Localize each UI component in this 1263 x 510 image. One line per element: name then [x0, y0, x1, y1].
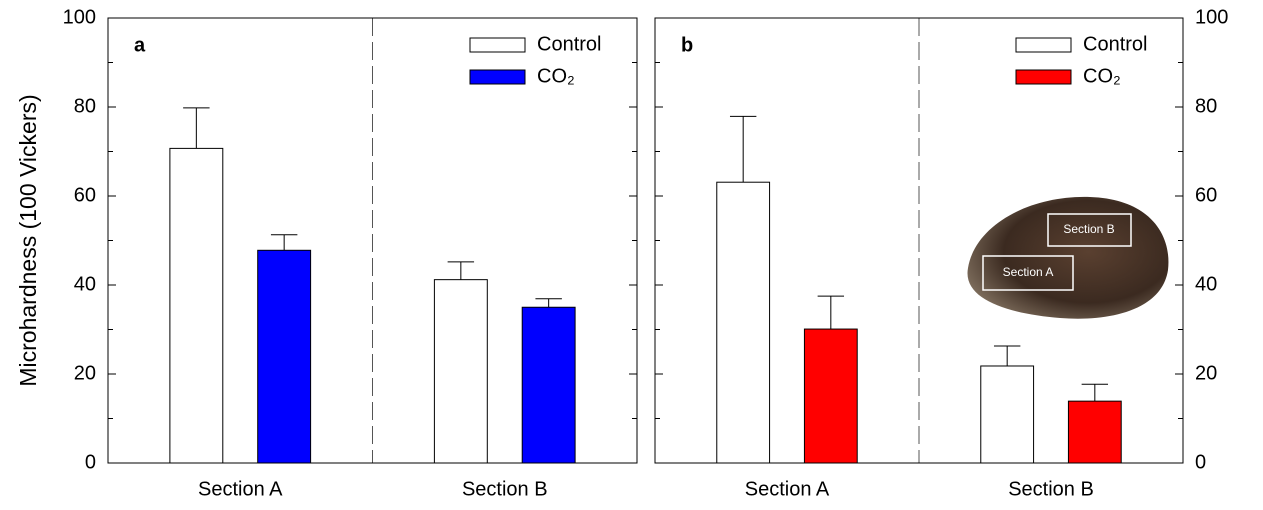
bar — [1067, 400, 1122, 464]
error-bar — [270, 234, 298, 251]
y-tick-label: 20 — [74, 362, 96, 384]
error-bar — [729, 115, 757, 183]
bar — [980, 365, 1035, 464]
inset-label: Section B — [1063, 222, 1114, 236]
legend-label: Control — [537, 33, 601, 55]
y-tick-label: 80 — [74, 95, 96, 117]
x-tick-label: Section B — [462, 478, 548, 500]
error-bar — [535, 298, 562, 308]
bar — [433, 279, 488, 464]
error-bar — [817, 295, 845, 330]
panel-label: a — [134, 34, 146, 56]
inset-label: Section A — [1003, 265, 1054, 279]
bar — [716, 181, 771, 464]
error-bar — [183, 107, 210, 149]
legend-swatch — [469, 69, 526, 85]
y-tick-label: 60 — [1195, 184, 1217, 206]
y-tick-label: 0 — [85, 451, 96, 473]
bar — [257, 249, 312, 464]
legend-swatch — [1015, 69, 1072, 85]
panel-label: b — [681, 34, 693, 56]
x-tick-label: Section A — [745, 478, 830, 500]
plot-frame — [654, 17, 1184, 464]
bar — [521, 306, 576, 464]
legend-swatch — [1015, 37, 1072, 53]
legend-label: CO₂ — [537, 65, 575, 87]
y-tick-label: 40 — [1195, 273, 1217, 295]
y-tick-label: 40 — [74, 273, 96, 295]
y-tick-label: 0 — [1195, 451, 1206, 473]
y-tick-label: 100 — [63, 6, 96, 28]
legend-label: CO₂ — [1083, 65, 1121, 87]
bar — [803, 328, 858, 464]
y-tick-label: 80 — [1195, 95, 1217, 117]
inset-photo — [967, 196, 1169, 319]
error-bar — [993, 345, 1021, 366]
y-tick-label: 20 — [1195, 362, 1217, 384]
x-tick-label: Section B — [1008, 478, 1094, 500]
bar — [169, 147, 224, 464]
legend-swatch — [469, 37, 526, 53]
error-bar — [1081, 383, 1109, 402]
y-axis-label: Microhardness (100 Vickers) — [15, 94, 41, 386]
y-tick-label: 100 — [1195, 6, 1228, 28]
error-bar — [447, 261, 475, 280]
y-tick-label: 60 — [74, 184, 96, 206]
legend-label: Control — [1083, 33, 1147, 55]
x-tick-label: Section A — [198, 478, 283, 500]
plot-frame — [107, 17, 638, 464]
